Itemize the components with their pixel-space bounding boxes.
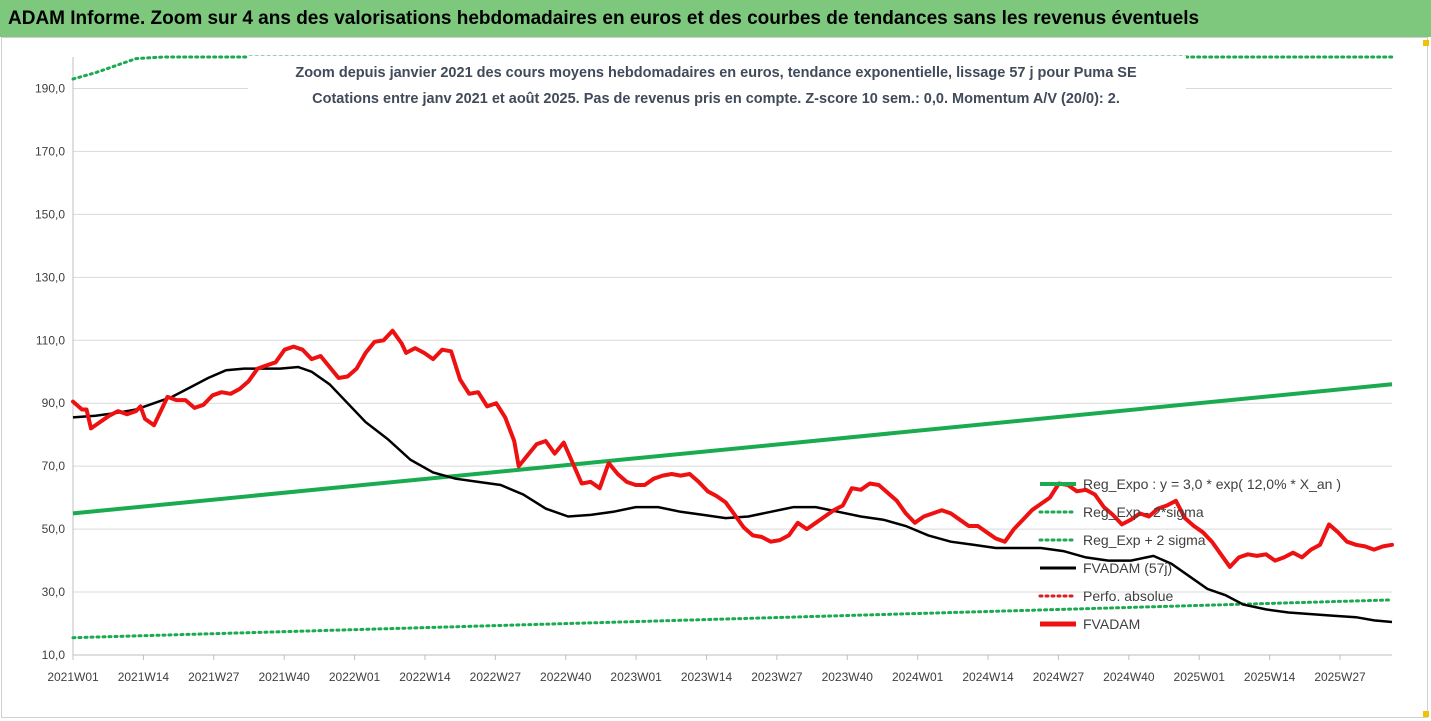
x-tick-label: 2021W40 [258, 670, 310, 684]
legend-label: Reg_Exp + 2 sigma [1083, 532, 1206, 548]
y-tick-label: 170,0 [35, 144, 65, 158]
legend-label: Reg_Exp - 2*sigma [1083, 504, 1204, 520]
y-tick-label: 70,0 [42, 459, 66, 473]
x-tick-label: 2022W01 [329, 670, 381, 684]
chart-subtitle-line-1: Zoom depuis janvier 2021 des cours moyen… [295, 65, 1137, 81]
legend-label: Reg_Expo : y = 3,0 * exp( 12,0% * X_an ) [1083, 476, 1341, 492]
series-line-reg-expo [72, 382, 1393, 516]
y-tick-label: 130,0 [35, 270, 65, 284]
y-tick-label: 90,0 [42, 396, 66, 410]
legend: Reg_Expo : y = 3,0 * exp( 12,0% * X_an )… [1038, 476, 1341, 632]
frame-corner-marker [1423, 40, 1429, 46]
series-line-fvadam [71, 328, 1394, 569]
y-tick-label: 10,0 [42, 648, 66, 662]
x-tick-label: 2025W01 [1174, 670, 1226, 684]
y-tick-label: 50,0 [42, 522, 66, 536]
x-tick-label: 2021W27 [188, 670, 240, 684]
x-tick-label: 2024W14 [962, 670, 1014, 684]
series-line-smooth [72, 365, 1393, 624]
y-tick-label: 190,0 [35, 81, 65, 95]
x-tick-label: 2022W40 [540, 670, 592, 684]
legend-label: FVADAM (57j) [1083, 560, 1172, 576]
x-tick-label: 2022W14 [399, 670, 451, 684]
x-tick-label: 2023W27 [751, 670, 803, 684]
chart-subtitle-line-2: Cotations entre janv 2021 et août 2025. … [312, 91, 1120, 107]
x-tick-label: 2021W14 [118, 670, 170, 684]
x-tick-label: 2024W40 [1103, 670, 1155, 684]
grid-lines [72, 57, 1392, 656]
series-line-reg-minus [71, 598, 1394, 640]
legend-label: Perfo. absolue [1083, 588, 1173, 604]
x-tick-label: 2023W14 [681, 670, 733, 684]
y-tick-label: 110,0 [36, 333, 65, 347]
x-tick-label: 2022W27 [470, 670, 522, 684]
x-tick-label: 2025W27 [1314, 670, 1366, 684]
x-tick-label: 2023W01 [610, 670, 662, 684]
x-axis-ticks: 2021W01 2021W14 2021W27 2021W40 2022W01 2022W… [47, 655, 1366, 684]
report-title: ADAM Informe. Zoom sur 4 ans des valoris… [0, 0, 1431, 37]
frame-corner-marker [1423, 711, 1429, 717]
y-tick-label: 30,0 [42, 585, 66, 599]
x-tick-label: 2025W14 [1244, 670, 1296, 684]
x-tick-label: 2021W01 [47, 670, 99, 684]
subtitle-background [248, 56, 1186, 112]
x-tick-label: 2024W27 [1033, 670, 1085, 684]
y-tick-label: 150,0 [35, 207, 65, 221]
series-lines [71, 55, 1394, 640]
legend-label: FVADAM [1083, 616, 1140, 632]
series-line-reg-plus [71, 55, 1394, 81]
x-tick-label: 2023W40 [822, 670, 874, 684]
x-tick-label: 2024W01 [892, 670, 944, 684]
y-axis-ticks: 10,0 30,0 50,0 70,0 90,0 110,0 130,0 150,0 170,0… [35, 81, 65, 662]
